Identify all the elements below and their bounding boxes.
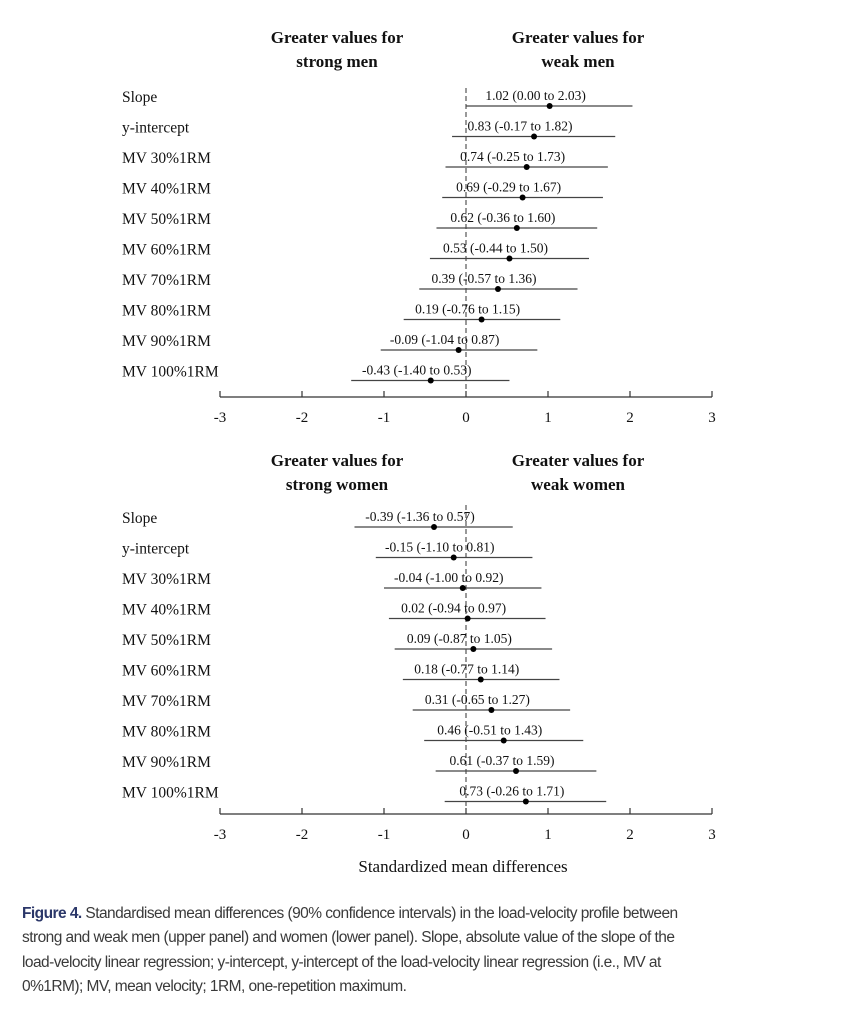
point-estimate bbox=[546, 103, 553, 109]
point-estimate bbox=[531, 133, 538, 140]
point-estimate bbox=[459, 585, 466, 591]
estimate-label: 0.74 (-0.25 to 1.73) bbox=[460, 149, 565, 164]
row-label: MV 90%1RM bbox=[122, 333, 211, 350]
estimate-label: 0.39 (-0.57 to 1.36) bbox=[431, 271, 536, 286]
point-estimate bbox=[513, 768, 520, 774]
x-tick-label: 1 bbox=[544, 827, 552, 843]
point-estimate bbox=[513, 225, 520, 231]
point-estimate bbox=[450, 554, 457, 561]
estimate-label: 0.53 (-0.44 to 1.50) bbox=[443, 241, 548, 256]
estimate-label: 0.31 (-0.65 to 1.27) bbox=[425, 692, 530, 707]
point-estimate bbox=[522, 798, 529, 805]
estimate-label: 0.19 (-0.76 to 1.15) bbox=[415, 302, 520, 317]
caption-line-3: load-velocity linear regression; y-inter… bbox=[22, 953, 661, 971]
point-estimate bbox=[431, 524, 438, 530]
x-tick-label: -2 bbox=[296, 410, 309, 426]
row-label: MV 30%1RM bbox=[122, 571, 211, 588]
caption-line-2: strong and weak men (upper panel) and wo… bbox=[22, 929, 675, 947]
point-estimate bbox=[455, 347, 462, 353]
row-label: Slope bbox=[122, 510, 157, 527]
x-tick-label: 2 bbox=[626, 410, 634, 426]
caption-line-1: Figure 4. Standardised mean differences … bbox=[22, 902, 852, 926]
x-tick-label: -2 bbox=[296, 827, 309, 843]
caption-text: Standardised mean differences (90% confi… bbox=[81, 905, 678, 922]
point-estimate bbox=[494, 286, 501, 292]
estimate-label: -0.15 (-1.10 to 0.81) bbox=[385, 540, 494, 555]
point-estimate bbox=[488, 707, 495, 713]
x-axis-label: Standardized mean differences bbox=[358, 857, 567, 876]
row-label: MV 70%1RM bbox=[122, 693, 211, 710]
point-estimate bbox=[427, 377, 434, 384]
row-label: Slope bbox=[122, 89, 157, 106]
x-tick-label: -1 bbox=[378, 827, 391, 843]
x-tick-label: 0 bbox=[462, 827, 470, 843]
row-label: MV 60%1RM bbox=[122, 663, 211, 680]
row-label: MV 50%1RM bbox=[122, 632, 211, 649]
row-label: MV 80%1RM bbox=[122, 724, 211, 741]
estimate-label: 0.18 (-0.77 to 1.14) bbox=[414, 662, 519, 677]
point-estimate bbox=[506, 255, 513, 262]
estimate-label: 0.62 (-0.36 to 1.60) bbox=[450, 210, 555, 225]
row-label: MV 80%1RM bbox=[122, 303, 211, 320]
point-estimate bbox=[470, 646, 477, 652]
point-estimate bbox=[519, 194, 526, 201]
x-tick-label: 2 bbox=[626, 827, 634, 843]
point-estimate bbox=[477, 676, 484, 683]
estimate-label: 1.02 (0.00 to 2.03) bbox=[485, 88, 586, 103]
header-left: Greater values for bbox=[271, 451, 404, 470]
row-label: MV 70%1RM bbox=[122, 272, 211, 289]
row-label: y-intercept bbox=[122, 541, 190, 558]
estimate-label: -0.43 (-1.40 to 0.53) bbox=[362, 363, 471, 378]
row-label: MV 60%1RM bbox=[122, 242, 211, 259]
estimate-label: 0.09 (-0.87 to 1.05) bbox=[407, 631, 512, 646]
estimate-label: 0.46 (-0.51 to 1.43) bbox=[437, 723, 542, 738]
x-tick-label: 0 bbox=[462, 410, 470, 426]
header-left: strong men bbox=[296, 52, 378, 71]
header-left: Greater values for bbox=[271, 28, 404, 47]
estimate-label: -0.09 (-1.04 to 0.87) bbox=[390, 332, 499, 347]
x-tick-label: 3 bbox=[708, 410, 716, 426]
row-label: MV 90%1RM bbox=[122, 754, 211, 771]
x-tick-label: -1 bbox=[378, 410, 391, 426]
header-right: weak men bbox=[541, 52, 615, 71]
forest-plot: Greater values for strong men Greater valu… bbox=[122, 28, 716, 876]
row-label: MV 100%1RM bbox=[122, 364, 219, 381]
estimate-label: 0.83 (-0.17 to 1.82) bbox=[468, 119, 573, 134]
point-estimate bbox=[464, 615, 471, 622]
header-right: weak women bbox=[531, 475, 626, 494]
estimate-label: -0.39 (-1.36 to 0.57) bbox=[365, 509, 474, 524]
caption-line-4: 0%1RM); MV, mean velocity; 1RM, one-repe… bbox=[22, 977, 407, 995]
row-label: MV 30%1RM bbox=[122, 150, 211, 167]
header-right: Greater values for bbox=[512, 451, 645, 470]
figure-label: Figure 4. bbox=[22, 905, 82, 922]
point-estimate bbox=[523, 164, 530, 170]
row-label: MV 50%1RM bbox=[122, 211, 211, 228]
point-estimate bbox=[500, 737, 507, 744]
x-tick-label: 3 bbox=[708, 827, 716, 843]
x-tick-label: -3 bbox=[214, 827, 227, 843]
row-label: MV 100%1RM bbox=[122, 785, 219, 802]
estimate-label: -0.04 (-1.00 to 0.92) bbox=[394, 570, 503, 585]
header-right: Greater values for bbox=[512, 28, 645, 47]
x-tick-label: 1 bbox=[544, 410, 552, 426]
header-left: strong women bbox=[286, 475, 389, 494]
row-label: MV 40%1RM bbox=[122, 181, 211, 198]
x-tick-label: -3 bbox=[214, 410, 227, 426]
estimate-label: 0.61 (-0.37 to 1.59) bbox=[450, 753, 555, 768]
estimate-label: 0.02 (-0.94 to 0.97) bbox=[401, 601, 506, 616]
estimate-label: 0.69 (-0.29 to 1.67) bbox=[456, 180, 561, 195]
estimate-label: 0.73 (-0.26 to 1.71) bbox=[459, 784, 564, 799]
row-label: y-intercept bbox=[122, 120, 190, 137]
figure-caption: Figure 4. Standardised mean differences … bbox=[22, 902, 852, 999]
point-estimate bbox=[478, 316, 485, 323]
row-label: MV 40%1RM bbox=[122, 602, 211, 619]
